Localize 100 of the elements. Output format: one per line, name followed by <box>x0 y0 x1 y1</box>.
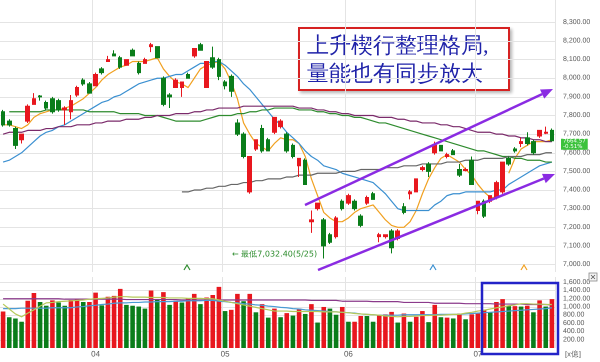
bar <box>444 318 450 348</box>
bar <box>500 299 505 348</box>
candlestick <box>44 100 48 110</box>
candlestick <box>365 195 369 206</box>
bar <box>173 300 178 348</box>
bar <box>148 290 154 348</box>
candlestick <box>303 158 307 185</box>
bar <box>19 322 24 348</box>
bar <box>296 308 302 348</box>
line-series <box>2 106 553 142</box>
bar <box>321 306 326 348</box>
candlestick <box>173 78 178 88</box>
candlestick <box>519 137 523 148</box>
line-series <box>8 107 553 163</box>
candlestick <box>414 178 418 192</box>
bar <box>247 294 252 348</box>
bar <box>87 302 92 348</box>
candlestick <box>321 217 326 260</box>
bar <box>222 311 228 348</box>
candlestick <box>87 81 92 94</box>
candlestick <box>544 126 548 135</box>
candlestick <box>7 118 12 128</box>
candlestick <box>204 60 209 88</box>
candlestick <box>340 198 344 212</box>
candlestick <box>426 162 431 178</box>
candlestick <box>118 55 122 70</box>
candlestick <box>377 232 381 243</box>
candlestick <box>198 42 203 51</box>
candlestick <box>25 104 30 124</box>
candlestick <box>81 78 85 86</box>
bar <box>99 305 104 348</box>
candlestick <box>186 72 190 79</box>
candlestick <box>247 156 252 194</box>
bar <box>266 318 271 348</box>
bar <box>402 314 406 348</box>
bar <box>328 308 332 348</box>
bar <box>450 318 456 348</box>
bar <box>154 299 160 348</box>
line-series <box>181 152 553 192</box>
bar <box>395 322 400 348</box>
bar <box>302 314 308 348</box>
bar <box>68 300 74 348</box>
candlestick <box>383 234 388 239</box>
bar <box>370 322 376 348</box>
bar <box>241 301 246 348</box>
candlestick <box>130 48 135 56</box>
bar <box>198 304 203 348</box>
bar <box>340 306 345 348</box>
candlestick <box>315 202 320 212</box>
bar <box>0 311 6 348</box>
candlestick <box>346 193 351 206</box>
candlestick <box>32 92 36 105</box>
bar <box>457 314 462 348</box>
candlestick <box>106 55 110 62</box>
candlestick <box>291 142 295 159</box>
bar <box>543 306 548 348</box>
candlestick <box>408 190 412 200</box>
bar <box>309 304 314 348</box>
candlestick <box>75 85 79 98</box>
candlestick <box>358 214 363 228</box>
candlestick <box>217 57 221 81</box>
candlestick <box>537 130 542 138</box>
candlestick <box>309 210 314 234</box>
candlestick <box>469 156 474 185</box>
bar <box>124 304 129 348</box>
candlestick <box>124 59 129 66</box>
bar <box>408 322 412 348</box>
candlestick <box>506 156 511 166</box>
candlestick <box>38 94 42 102</box>
candlestick <box>112 50 116 56</box>
candlestick <box>62 106 67 126</box>
candlestick <box>180 81 184 98</box>
bar <box>334 314 338 348</box>
bar <box>537 300 542 348</box>
bar <box>524 306 530 348</box>
bar <box>254 312 258 348</box>
candlestick <box>69 94 73 120</box>
bar <box>180 302 184 348</box>
bar <box>463 319 468 348</box>
bar <box>93 292 98 348</box>
candlestick <box>137 60 141 76</box>
candlestick <box>371 191 375 200</box>
annotation: ← 最低7,032.40(5/25) <box>232 250 318 258</box>
bar <box>106 296 110 348</box>
bar <box>364 316 370 348</box>
bar <box>290 316 296 348</box>
candlestick <box>254 139 258 152</box>
candlestick <box>328 232 332 245</box>
candlestick <box>223 80 227 90</box>
candlestick <box>13 126 18 150</box>
bar <box>161 292 166 348</box>
bar <box>426 322 431 348</box>
bar <box>512 306 518 348</box>
candlestick <box>420 165 425 172</box>
candlestick <box>432 141 437 156</box>
line-series <box>2 296 553 318</box>
candlestick <box>457 163 462 178</box>
bar <box>550 299 554 348</box>
bar <box>315 322 320 348</box>
bar <box>432 304 438 348</box>
